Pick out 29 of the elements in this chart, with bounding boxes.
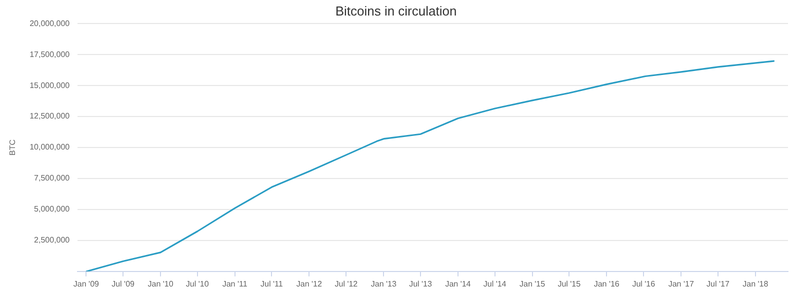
- y-tick-label: 10,000,000: [30, 142, 70, 152]
- x-tick-label: Jan '11: [222, 279, 248, 288]
- y-axis-title: BTC: [8, 139, 18, 156]
- x-tick-label: Jan '18: [742, 279, 769, 288]
- x-tick-label: Jul '13: [409, 279, 432, 288]
- x-tick-label: Jan '13: [370, 279, 397, 288]
- x-tick-label: Jul '15: [558, 279, 582, 288]
- x-tick-label: Jul '12: [334, 279, 358, 288]
- chart-title: Bitcoins in circulation: [335, 3, 457, 18]
- x-tick-label: Jul '16: [632, 279, 656, 288]
- x-tick-label: Jan '09: [73, 279, 100, 288]
- y-tick-label: 20,000,000: [30, 18, 70, 28]
- y-tick-label: 5,000,000: [34, 204, 70, 214]
- x-tick-label: Jul '10: [186, 279, 210, 288]
- x-tick-label: Jul '09: [112, 279, 136, 288]
- x-tick-label: Jan '14: [445, 279, 472, 288]
- x-tick-label: Jul '11: [260, 279, 284, 288]
- y-tick-label: 7,500,000: [34, 174, 70, 183]
- x-tick-label: Jul '14: [483, 279, 507, 288]
- y-tick-label: 2,500,000: [34, 236, 70, 245]
- x-tick-label: Jan '15: [520, 279, 546, 288]
- y-tick-label: 12,500,000: [30, 112, 70, 121]
- y-tick-label: 15,000,000: [30, 80, 70, 90]
- x-tick-label: Jan '17: [668, 279, 694, 288]
- y-tick-label: 17,500,000: [30, 50, 70, 59]
- x-tick-label: Jan '10: [148, 279, 174, 288]
- x-tick-label: Jan '12: [296, 279, 322, 288]
- x-tick-label: Jan '16: [594, 279, 620, 288]
- x-tick-label: Jul '17: [706, 279, 730, 288]
